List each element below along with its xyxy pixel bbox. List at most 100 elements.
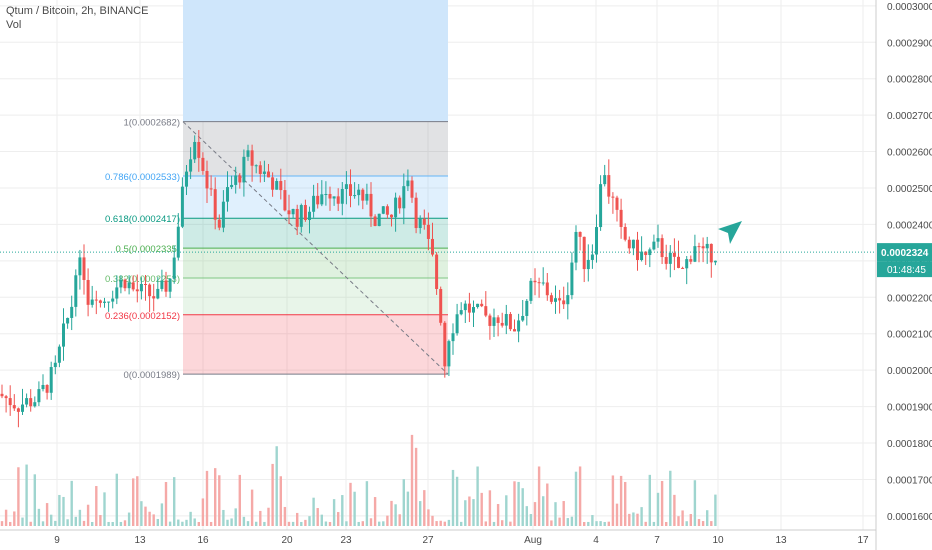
volume-bar <box>66 519 69 526</box>
volume-bar <box>611 475 615 526</box>
last-price-badge <box>877 243 932 262</box>
candle-body <box>431 238 434 255</box>
candle-body <box>689 259 693 262</box>
volume-bar <box>230 518 233 526</box>
volume-bar <box>562 501 565 526</box>
volume-bar <box>402 479 405 526</box>
candle-body <box>640 251 644 261</box>
volume-bar <box>406 491 410 526</box>
candle-body <box>29 398 33 407</box>
candle-body <box>299 205 303 227</box>
candle-body <box>697 246 701 248</box>
candle-body <box>447 341 451 367</box>
volume-bar <box>603 521 606 526</box>
candle-body <box>107 301 111 303</box>
volume-bar <box>119 521 123 526</box>
candle-body <box>119 279 123 288</box>
volume-bar <box>587 521 590 526</box>
candle-body <box>455 314 459 334</box>
candle-body <box>267 171 270 178</box>
candle-body <box>693 246 697 262</box>
volume-bar <box>50 514 53 526</box>
candle-body <box>49 367 53 393</box>
volume-bar <box>357 521 360 526</box>
volume-bar <box>328 521 332 526</box>
candle-body <box>316 195 320 205</box>
volume-bar <box>455 476 459 526</box>
candle-body <box>250 150 254 166</box>
volume-bar <box>320 514 323 526</box>
volume-bar <box>431 515 434 526</box>
volume-bar <box>283 506 287 526</box>
candle-body <box>599 184 603 228</box>
volume-bar <box>373 497 377 526</box>
candle-body <box>176 226 180 258</box>
volume-bar <box>353 491 356 526</box>
volume-bar <box>492 521 496 526</box>
fib-level-label: 0.5(0.0002335) <box>116 244 180 255</box>
volume-bar <box>701 521 705 526</box>
x-tick-label: 13 <box>775 535 787 546</box>
volume-bar <box>275 446 278 526</box>
candle-body <box>115 287 119 299</box>
candle-body <box>205 170 209 189</box>
y-tick-label: 0.0001800 <box>887 439 932 450</box>
volume-bar <box>706 510 709 526</box>
candle-body <box>607 175 611 197</box>
volume-bar <box>427 509 430 526</box>
candle-body <box>414 197 418 229</box>
candle-body <box>123 279 127 289</box>
volume-bar <box>107 521 110 526</box>
candle-body <box>180 186 184 227</box>
candle-body <box>66 317 70 324</box>
volume-bar <box>693 480 697 526</box>
volume-bar <box>259 510 262 526</box>
candle-body <box>590 254 594 260</box>
volume-bar <box>337 512 340 526</box>
candle-body <box>496 317 500 323</box>
candle-body <box>467 303 471 313</box>
candle-body <box>525 300 529 316</box>
y-tick-label: 0.0003000 <box>887 2 932 13</box>
candle-body <box>681 267 685 269</box>
fib-level-label: 0.382(0.0002253) <box>105 274 180 285</box>
volume-bar <box>45 503 49 526</box>
candle-body <box>262 171 266 174</box>
candle-body <box>201 157 205 171</box>
volume-bar <box>394 504 397 526</box>
volume-bar <box>681 510 684 526</box>
volume-bar <box>263 521 266 526</box>
y-tick-label: 0.0001700 <box>887 475 932 486</box>
volume-bar <box>685 521 688 526</box>
fib-level-label: 0.786(0.0002533) <box>105 172 180 183</box>
x-tick-label: 9 <box>54 535 60 546</box>
volume-bar <box>636 513 639 526</box>
candle-body <box>271 177 275 190</box>
candle-body <box>70 306 74 318</box>
volume-bar <box>197 521 200 526</box>
candle-body <box>295 208 299 227</box>
candle-body <box>12 405 16 409</box>
candle-body <box>390 214 393 218</box>
y-tick-label: 0.0002000 <box>887 366 932 377</box>
volume-bar <box>501 520 504 526</box>
fib-zone <box>183 248 448 278</box>
volume-bar <box>648 474 651 526</box>
volume-bar <box>660 480 664 526</box>
candle-body <box>554 298 557 302</box>
candle-body <box>713 260 717 263</box>
candle-body <box>529 280 533 301</box>
volume-bar <box>378 521 381 526</box>
volume-bar <box>570 516 574 526</box>
volume-bar <box>316 508 319 526</box>
volume-bar <box>476 466 479 526</box>
fib-level-label: 0(0.0001989) <box>123 370 180 381</box>
volume-bar <box>550 520 553 526</box>
volume-bar <box>99 515 102 526</box>
fib-level-label: 0.618(0.0002417) <box>105 214 180 225</box>
volume-bar <box>488 490 492 526</box>
volume-bar <box>279 476 282 526</box>
candle-body <box>131 282 135 290</box>
volume-bar <box>250 489 254 526</box>
